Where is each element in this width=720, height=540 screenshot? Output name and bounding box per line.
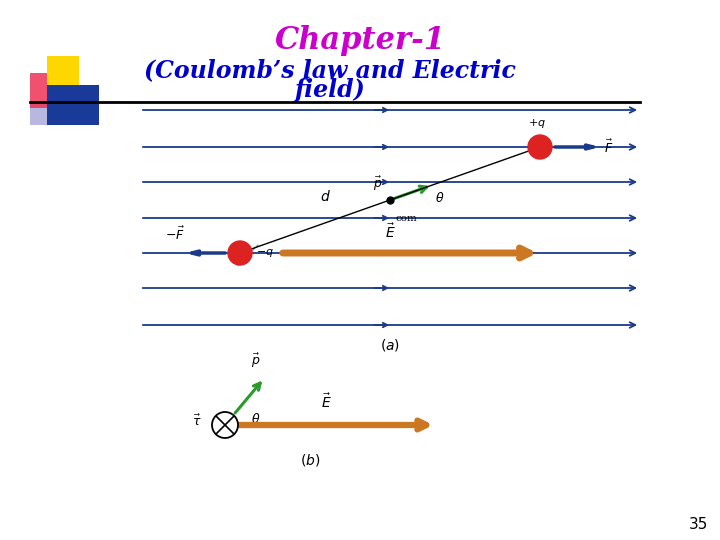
Text: $\theta$: $\theta$ (435, 191, 444, 205)
Bar (47, 85, 99, 125)
Text: $\vec{\tau}$: $\vec{\tau}$ (192, 413, 202, 429)
Text: $-\vec{F}$: $-\vec{F}$ (165, 226, 185, 243)
Text: $-q$: $-q$ (256, 247, 274, 259)
Text: Chapter-1: Chapter-1 (274, 24, 446, 56)
Text: $\vec{E}$: $\vec{E}$ (320, 393, 331, 411)
Text: $\vec{p}$: $\vec{p}$ (373, 175, 383, 193)
Circle shape (212, 412, 238, 438)
Text: (Coulomb’s law and Electric: (Coulomb’s law and Electric (144, 58, 516, 82)
Text: $\vec{F}$: $\vec{F}$ (604, 138, 613, 156)
Circle shape (228, 241, 252, 265)
Text: $\vec{E}$: $\vec{E}$ (384, 222, 395, 241)
Text: $\theta$: $\theta$ (251, 412, 261, 426)
Text: com: com (395, 214, 417, 223)
Text: $+q$: $+q$ (528, 117, 546, 130)
Circle shape (528, 135, 552, 159)
Text: $(a)$: $(a)$ (380, 337, 400, 353)
Bar (30, 73, 65, 108)
Text: $\vec{p}$: $\vec{p}$ (251, 352, 261, 370)
Bar (30, 103, 52, 125)
Bar (47, 56, 79, 88)
Text: field): field) (294, 78, 365, 102)
Text: $d$: $d$ (320, 189, 330, 204)
Text: $(b)$: $(b)$ (300, 452, 320, 468)
Text: 35: 35 (688, 517, 708, 532)
